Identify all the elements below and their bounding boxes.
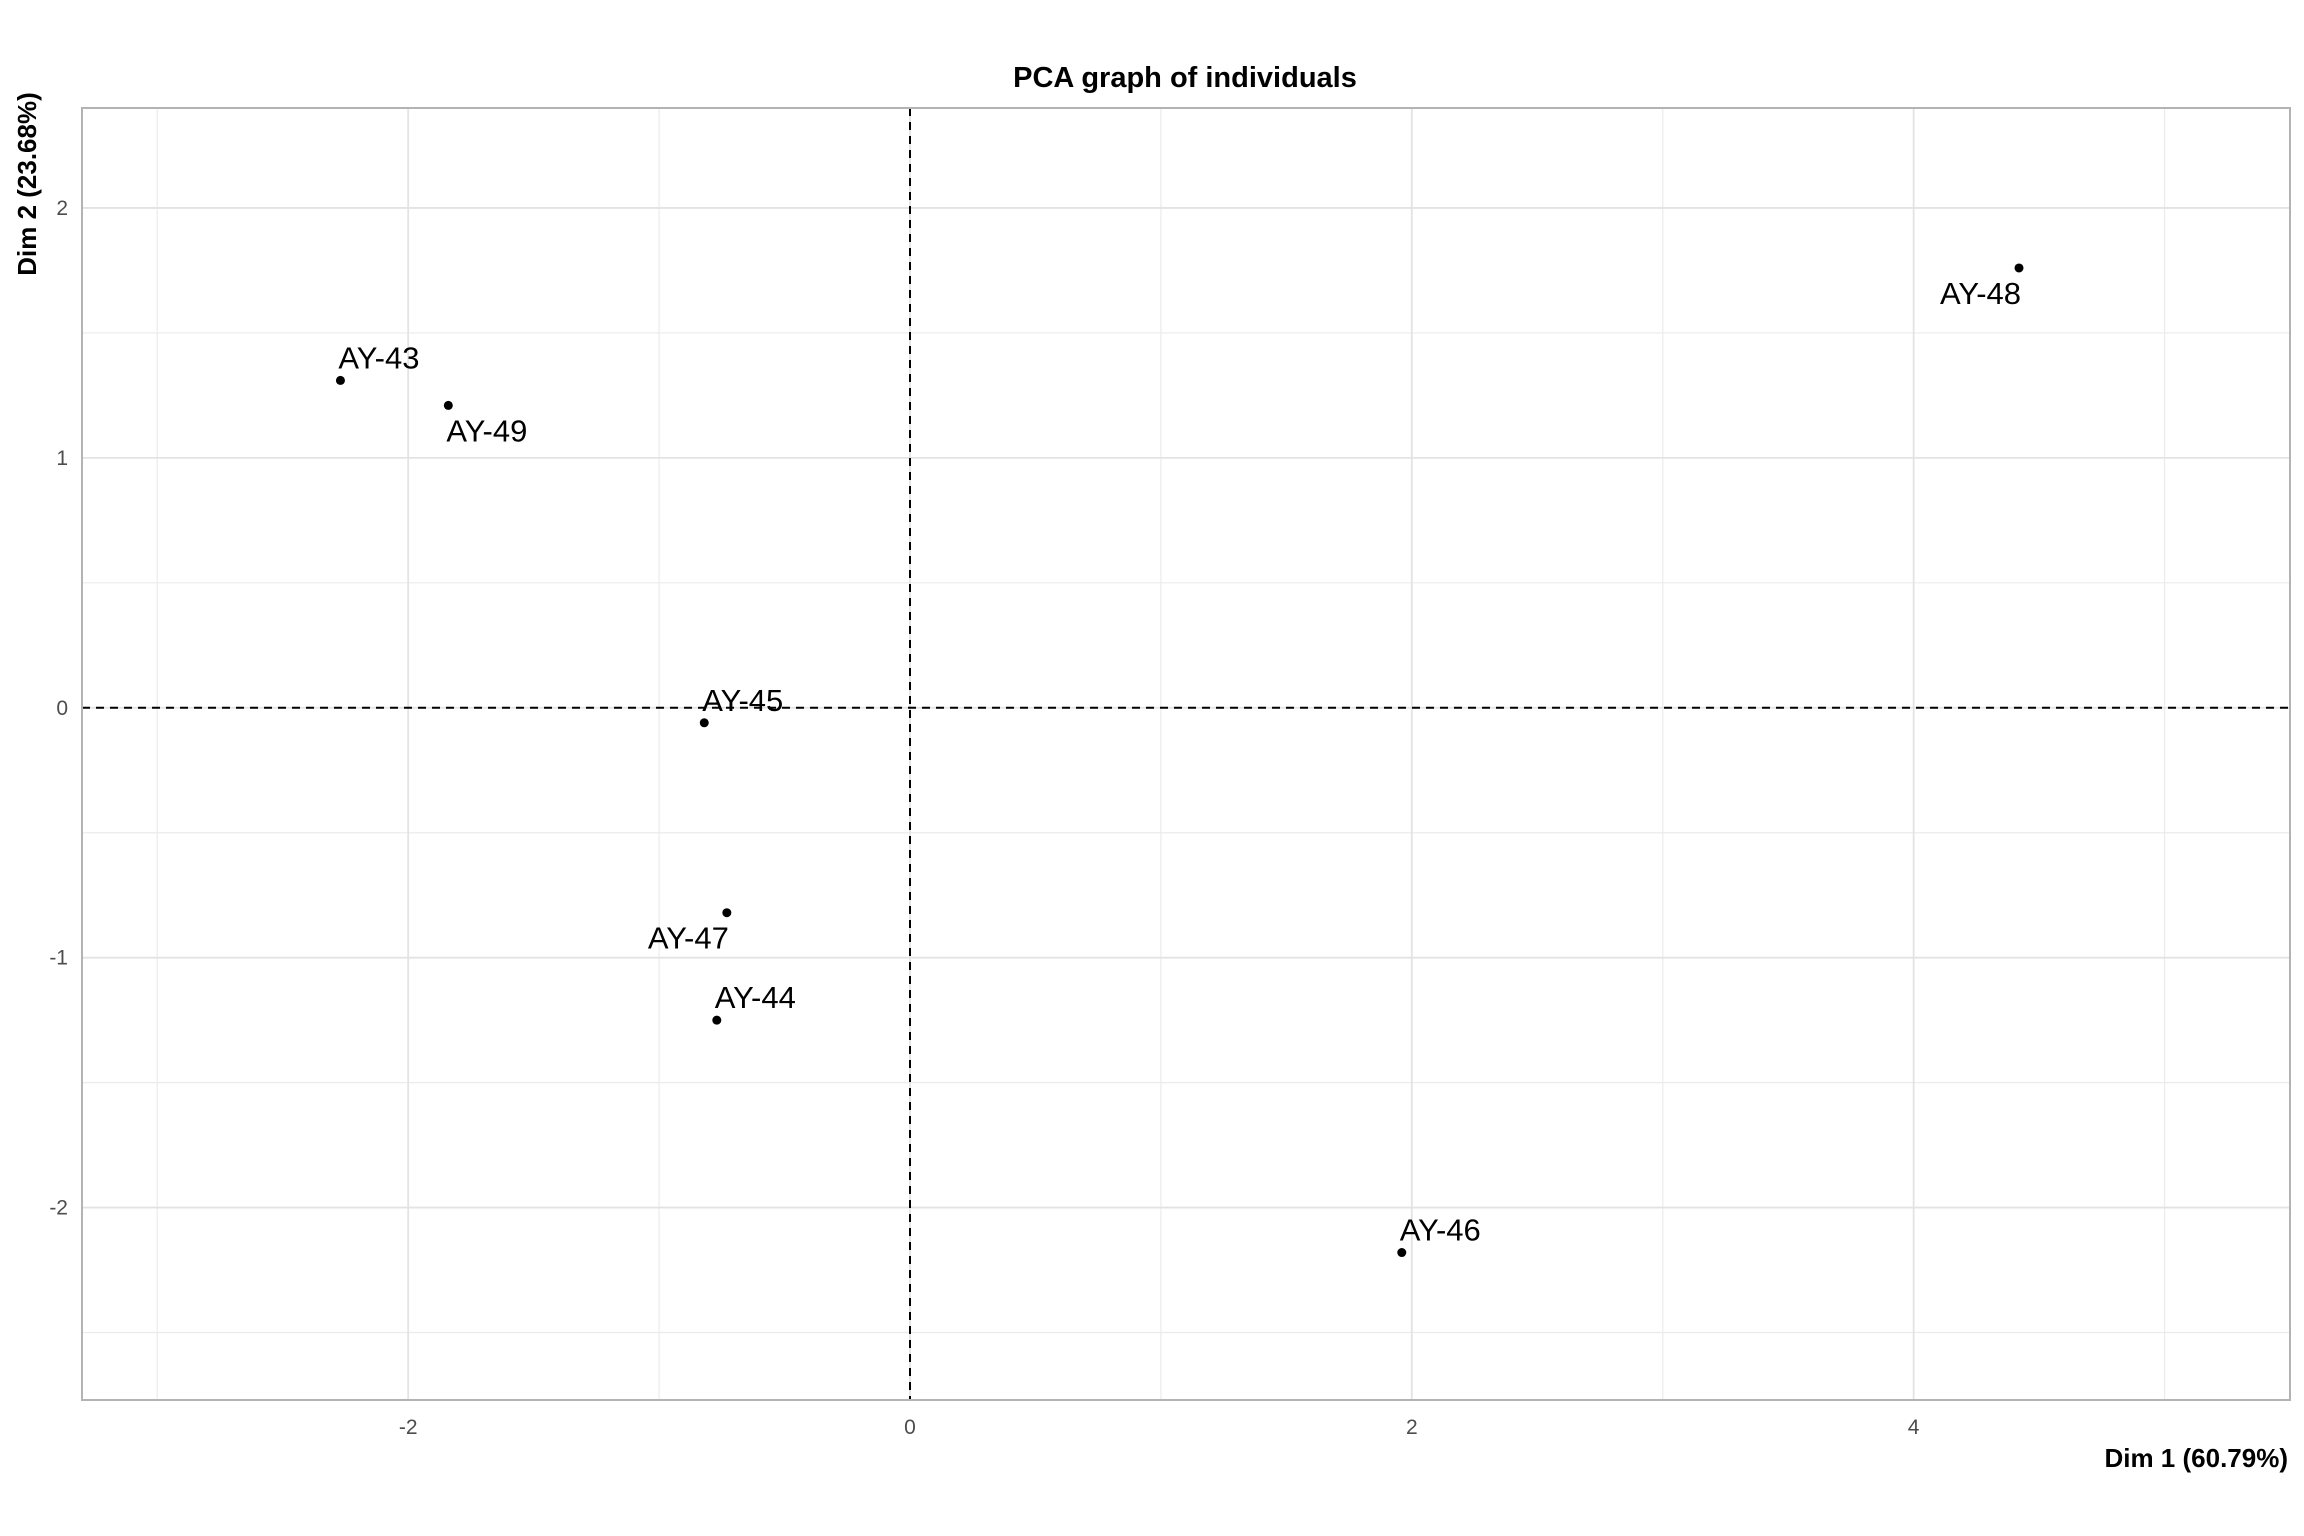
data-point xyxy=(335,375,345,385)
x-tick-label: 0 xyxy=(904,1416,916,1439)
y-tick-label: 2 xyxy=(56,197,68,220)
reference-lines xyxy=(82,108,2290,1400)
y-tick-label: 1 xyxy=(56,447,68,470)
data-point-label: AY-49 xyxy=(446,413,527,448)
data-point-label: AY-44 xyxy=(715,980,796,1015)
data-point xyxy=(699,718,709,728)
data-point-label: AY-47 xyxy=(648,921,729,956)
data-point xyxy=(2014,263,2024,273)
tick-labels: -2 0 2 4 -2 -1 0 1 2 xyxy=(49,197,1919,1439)
data-point-label: AY-48 xyxy=(1940,276,2021,311)
data-point xyxy=(712,1015,722,1025)
data-point-label: AY-46 xyxy=(1400,1213,1481,1248)
y-tick-label: -1 xyxy=(49,947,68,970)
y-tick-label: -2 xyxy=(49,1197,68,1220)
y-axis-title: Dim 2 (23.68%) xyxy=(12,92,42,276)
x-axis-title: Dim 1 (60.79%) xyxy=(2104,1443,2288,1473)
x-tick-label: 4 xyxy=(1908,1416,1920,1439)
data-points: AY-43 AY-49 AY-45 AY-47 AY-44 AY-46 AY-48 xyxy=(335,263,2024,1258)
data-point xyxy=(1397,1248,1407,1258)
chart-title: PCA graph of individuals xyxy=(1013,62,1357,94)
data-point xyxy=(443,400,453,410)
data-point-label: AY-45 xyxy=(702,683,783,718)
x-tick-label: 2 xyxy=(1406,1416,1418,1439)
data-point xyxy=(722,908,732,918)
x-tick-label: -2 xyxy=(399,1416,418,1439)
y-tick-label: 0 xyxy=(56,697,68,720)
data-point-label: AY-43 xyxy=(338,340,419,375)
plot-panel-border xyxy=(81,107,2291,1401)
